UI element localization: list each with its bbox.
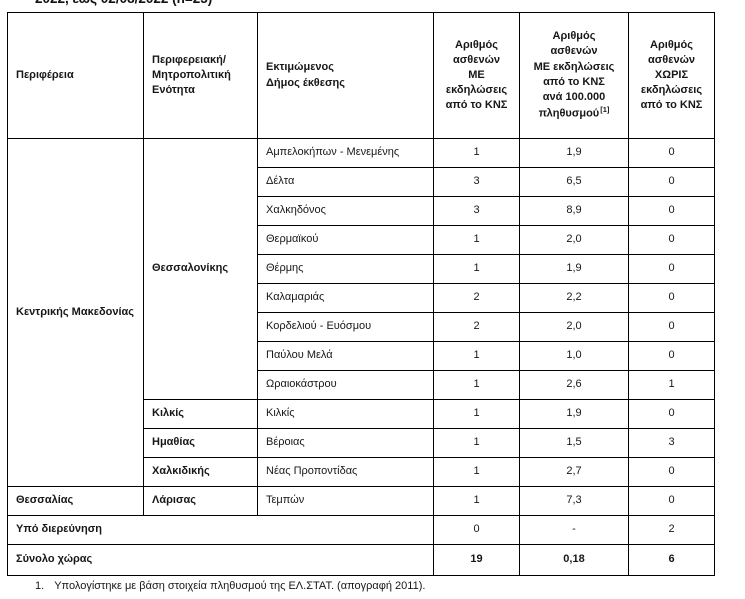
cell-per-100k: 1,0 [519, 341, 629, 371]
cell-per-100k: 2,7 [519, 457, 629, 487]
cell-municipality: Τεμπών [257, 486, 434, 516]
cell-municipality: Κορδελιού - Ευόσμου [257, 312, 434, 342]
cell-with-cns: 1 [433, 428, 520, 458]
cell-without-cns: 3 [628, 428, 715, 458]
cell-without-cns: 0 [628, 341, 715, 371]
table-row: Καλαμαριάς 2 2,2 0 [8, 283, 715, 313]
header-without-cns: Αριθμός ασθενών ΧΩΡΙΣ εκδηλώσεις από το … [628, 12, 715, 139]
cell-with-cns: 3 [433, 167, 520, 197]
footnote: 1. Υπολογίστηκε με βάση στοιχεία πληθυσμ… [35, 580, 425, 592]
cell-municipality: Ωραιοκάστρου [257, 370, 434, 400]
cell-municipality: Αμπελοκήπων - Μενεμένης [257, 138, 434, 168]
header-municipality: Εκτιμώμενος Δήμος έκθεσης [257, 12, 434, 139]
table-row: Υπό διερεύνηση 0 - 2 [7, 515, 715, 545]
cell-with-cns: 0 [433, 515, 520, 545]
table-row: Χαλκηδόνος 3 8,9 0 [8, 196, 715, 226]
cell-unit: Κιλκίς [143, 399, 258, 429]
cell-municipality: Βέροιας [257, 428, 434, 458]
cell-per-100k: 0,18 [519, 544, 629, 576]
cell-without-cns: 0 [628, 225, 715, 255]
cell-with-cns: 2 [433, 312, 520, 342]
table-row: Κεντρικής Μακεδονίας Θεσσαλονίκης Αμπελο… [7, 138, 715, 487]
cell-with-cns: 1 [433, 254, 520, 284]
cell-per-100k: 2,0 [519, 312, 629, 342]
table-row: Ωραιοκάστρου 1 2,6 1 [8, 370, 715, 400]
cell-municipality: Χαλκηδόνος [257, 196, 434, 226]
cell-municipality: Καλαμαριάς [257, 283, 434, 313]
cell-unit: Χαλκιδικής [143, 457, 258, 487]
table-row: Κιλκίς Κιλκίς 1 1,9 0 [8, 399, 715, 429]
table-row: Θερμαϊκού 1 2,0 0 [8, 225, 715, 255]
cell-unit: Ημαθίας [143, 428, 258, 458]
cell-with-cns: 1 [433, 341, 520, 371]
cell-without-cns: 0 [628, 457, 715, 487]
table-row: Παύλου Μελά 1 1,0 0 [8, 341, 715, 371]
header-per-100k-text: Αριθμός ασθενών ΜΕ εκδηλώσεις από το ΚΝΣ… [533, 30, 615, 120]
cell-with-cns: 1 [433, 138, 520, 168]
table-row: Κορδελιού - Ευόσμου 2 2,0 0 [8, 312, 715, 342]
cell-without-cns: 0 [628, 399, 715, 429]
cell-municipality: Θερμαϊκού [257, 225, 434, 255]
cell-municipality: Δέλτα [257, 167, 434, 197]
table-row: Θεσσαλίας Λάρισας Τεμπών 1 7,3 0 [7, 486, 715, 516]
cell-without-cns: 1 [628, 370, 715, 400]
cell-with-cns: 1 [433, 399, 520, 429]
footnote-number: 1. [35, 580, 45, 592]
cell-per-100k: 1,5 [519, 428, 629, 458]
cell-per-100k: 8,9 [519, 196, 629, 226]
document-title: 2022, έως 02/08/2022 (n=25) [35, 0, 212, 6]
cell-with-cns: 1 [433, 457, 520, 487]
cell-per-100k: 7,3 [519, 486, 629, 516]
cell-with-cns: 1 [433, 370, 520, 400]
cell-per-100k: 1,9 [519, 138, 629, 168]
cell-with-cns: 3 [433, 196, 520, 226]
cell-with-cns: 2 [433, 283, 520, 313]
table-row: Θέρμης 1 1,9 0 [8, 254, 715, 284]
header-row: Περιφέρεια Περιφερειακή/ Μητροπολιτική Ε… [7, 12, 715, 139]
cell-with-cns: 19 [433, 544, 520, 576]
cell-without-cns: 0 [628, 196, 715, 226]
cell-without-cns: 0 [628, 167, 715, 197]
cell-unit: Θεσσαλονίκης [143, 138, 258, 400]
cell-per-100k: 2,6 [519, 370, 629, 400]
cell-without-cns: 0 [628, 486, 715, 516]
table-row: Ημαθίας Βέροιας 1 1,5 3 [8, 428, 715, 458]
cell-without-cns: 6 [628, 544, 715, 576]
table-row: Χαλκιδικής Νέας Προποντίδας 1 2,7 0 [8, 457, 715, 487]
header-with-cns: Αριθμός ασθενών ΜΕ εκδηλώσεις από το ΚΝΣ [433, 12, 520, 139]
cell-unit: Λάρισας [143, 486, 258, 516]
cell-per-100k: - [519, 515, 629, 545]
cell-total-label: Σύνολο χώρας [7, 544, 434, 576]
cell-municipality: Παύλου Μελά [257, 341, 434, 371]
cell-municipality: Νέας Προποντίδας [257, 457, 434, 487]
cases-table: Περιφέρεια Περιφερειακή/ Μητροπολιτική Ε… [7, 12, 715, 576]
cell-with-cns: 1 [433, 486, 520, 516]
cell-per-100k: 1,9 [519, 399, 629, 429]
cell-without-cns: 0 [628, 283, 715, 313]
cell-without-cns: 2 [628, 515, 715, 545]
cell-without-cns: 0 [628, 138, 715, 168]
cell-under-investigation-label: Υπό διερεύνηση [7, 515, 434, 545]
footnote-text: Υπολογίστηκε με βάση στοιχεία πληθυσμού … [54, 580, 426, 592]
cell-per-100k: 1,9 [519, 254, 629, 284]
cell-municipality: Κιλκίς [257, 399, 434, 429]
cell-municipality: Θέρμης [257, 254, 434, 284]
cell-per-100k: 6,5 [519, 167, 629, 197]
cell-with-cns: 1 [433, 225, 520, 255]
cell-per-100k: 2,0 [519, 225, 629, 255]
header-unit: Περιφερειακή/ Μητροπολιτική Ενότητα [143, 12, 258, 139]
table-row: Δέλτα 3 6,5 0 [8, 167, 715, 197]
cell-region: Θεσσαλίας [7, 486, 144, 516]
cell-without-cns: 0 [628, 312, 715, 342]
cell-per-100k: 2,2 [519, 283, 629, 313]
cell-region: Κεντρικής Μακεδονίας [7, 138, 144, 487]
footnote-ref-icon: [1] [600, 105, 610, 115]
header-region: Περιφέρεια [7, 12, 144, 139]
cell-without-cns: 0 [628, 254, 715, 284]
header-per-100k: Αριθμός ασθενών ΜΕ εκδηλώσεις από το ΚΝΣ… [519, 12, 629, 139]
table-row-total: Σύνολο χώρας 19 0,18 6 [7, 544, 715, 576]
